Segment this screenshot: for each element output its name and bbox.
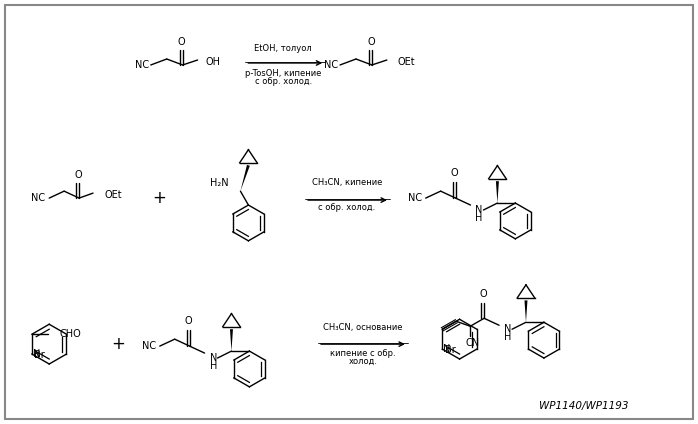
Text: N: N [33, 349, 40, 359]
Text: p-TosOH, кипение: p-TosOH, кипение [245, 69, 322, 78]
Text: N: N [504, 324, 512, 334]
Text: NC: NC [135, 60, 149, 70]
Text: Br: Br [445, 345, 456, 355]
Polygon shape [496, 181, 499, 203]
Text: OH: OH [206, 57, 221, 67]
Polygon shape [230, 329, 233, 351]
Text: O: O [178, 37, 186, 47]
Text: CH₃CN, основание: CH₃CN, основание [323, 323, 403, 332]
Text: NC: NC [408, 193, 422, 203]
Text: N: N [475, 205, 483, 215]
Text: O: O [74, 170, 82, 180]
Text: CN: CN [465, 338, 480, 348]
Text: CHO: CHO [60, 329, 82, 339]
Text: H: H [209, 361, 217, 371]
Text: +: + [152, 189, 165, 207]
Text: EtOH, толуол: EtOH, толуол [254, 44, 312, 53]
Polygon shape [240, 165, 250, 191]
Text: O: O [451, 168, 459, 178]
Text: с обр. холод.: с обр. холод. [255, 77, 312, 86]
Polygon shape [524, 301, 528, 322]
Text: OEt: OEt [398, 57, 415, 67]
Text: H₂N: H₂N [210, 178, 228, 188]
Text: N: N [443, 344, 451, 354]
Text: O: O [367, 37, 375, 47]
Text: с обр. холод.: с обр. холод. [318, 203, 376, 212]
Text: NC: NC [142, 341, 156, 351]
Text: OEt: OEt [105, 190, 123, 200]
Text: NC: NC [31, 193, 45, 203]
Text: NC: NC [324, 60, 338, 70]
Text: N: N [209, 353, 217, 363]
Text: CH₃CN, кипение: CH₃CN, кипение [312, 178, 383, 187]
Text: H: H [475, 213, 483, 223]
Text: H: H [504, 332, 512, 342]
Text: Br: Br [34, 350, 45, 360]
Text: +: + [111, 335, 125, 353]
Text: O: O [185, 316, 193, 326]
Text: кипение с обр.: кипение с обр. [330, 349, 396, 358]
Text: O: O [480, 290, 487, 299]
Text: холод.: холод. [348, 357, 378, 366]
Text: WP1140/WP1193: WP1140/WP1193 [540, 401, 629, 411]
